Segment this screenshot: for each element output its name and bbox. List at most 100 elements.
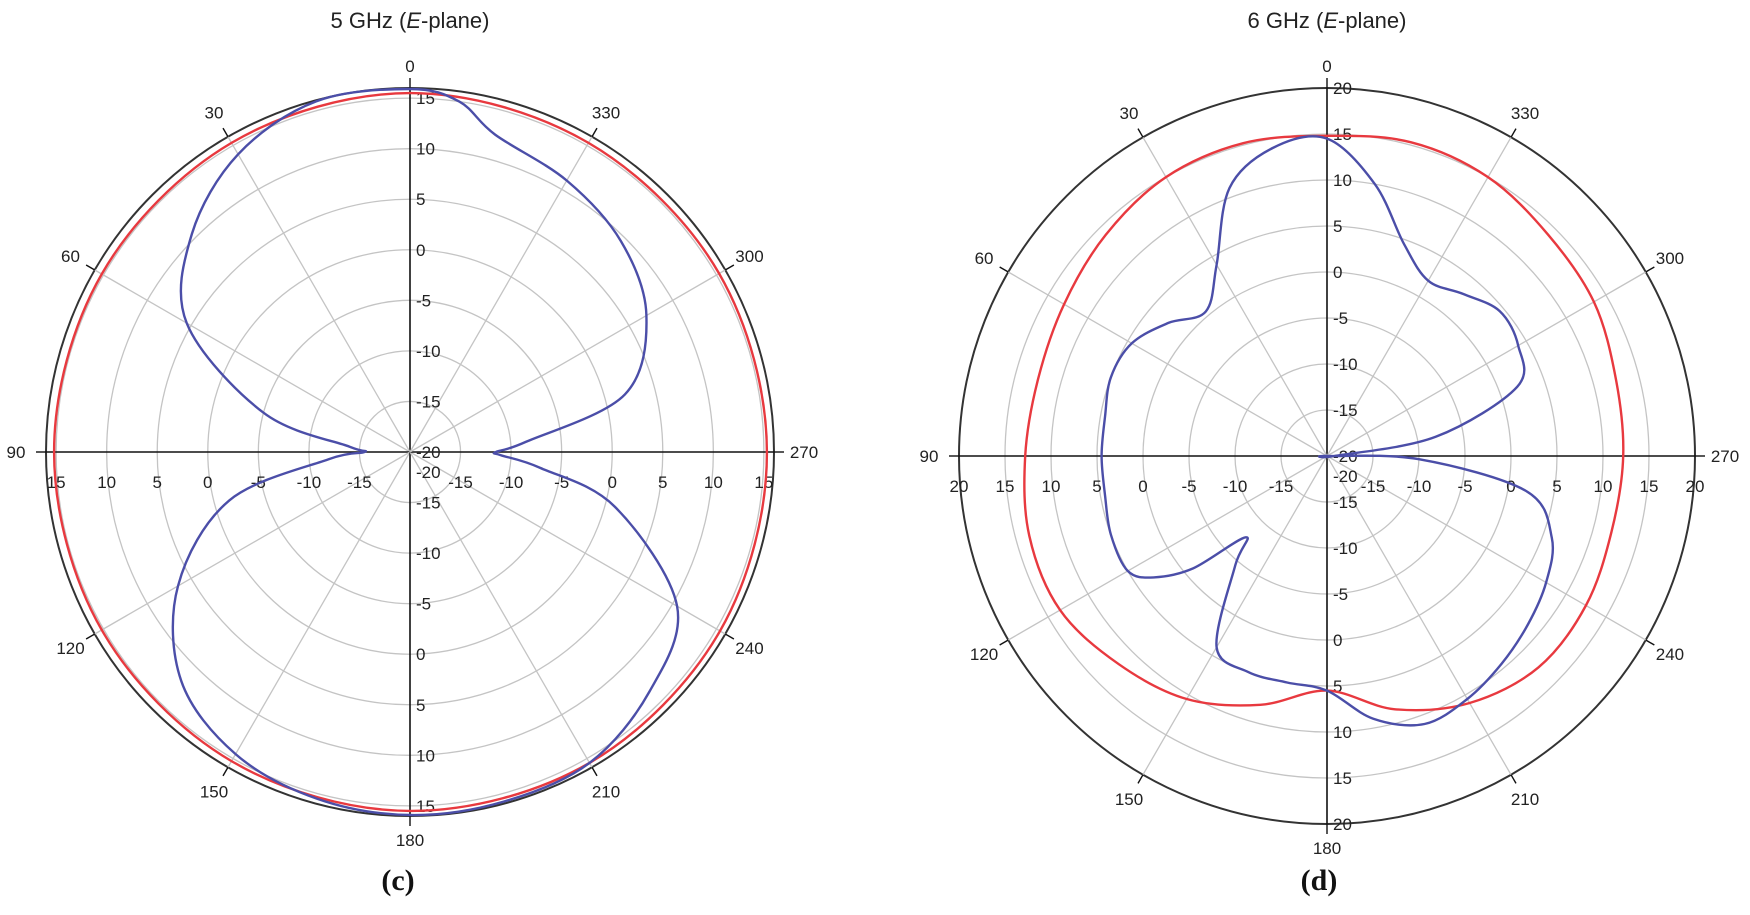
radial-line [94,269,411,453]
angle-label: 0 [405,57,414,76]
radial-line [1142,455,1328,776]
radial-tick-label: -10 [1223,477,1248,496]
angle-tick [591,766,598,777]
radial-tick-label: -5 [1181,477,1196,496]
angle-label: 240 [1656,645,1684,664]
radial-tick-label: 20 [1333,79,1352,98]
chart-title-main: 5 GHz ( [331,8,407,33]
radial-tick-label: -5 [1333,585,1348,604]
angle-label: 270 [790,443,818,462]
chart-title: 6 GHz (E-plane) [1248,8,1407,33]
radial-line [409,269,726,453]
radial-tick-label: 15 [1333,125,1352,144]
angle-label: 270 [1711,447,1739,466]
radial-tick-label: 5 [1552,477,1561,496]
angle-label: 60 [975,249,994,268]
radial-line [1007,455,1328,641]
radial-tick-label: -10 [499,473,524,492]
series-line-2 [1100,135,1555,727]
angle-tick [222,766,229,777]
radial-tick-label: 15 [416,797,435,816]
angle-tick [724,264,735,271]
radial-tick-label: 5 [1333,217,1342,236]
radial-line [1326,271,1647,457]
radial-tick-label: 10 [1594,477,1613,496]
angle-tick [999,639,1009,646]
chart-title: 5 GHz (E-plane) [331,8,490,33]
series-line-1 [52,91,769,813]
radial-tick-label: 10 [1333,171,1352,190]
radial-tick-label: 0 [416,241,425,260]
radial-line [227,136,411,453]
series-line-1 [1023,134,1625,712]
angle-label: 150 [1115,790,1143,809]
radial-tick-label: 0 [1138,477,1147,496]
radial-tick-label: 20 [1686,477,1705,496]
chart-title-italic: E [1323,8,1338,33]
angle-label: 30 [1120,104,1139,123]
radial-tick-label: 10 [416,746,435,765]
angle-label: 120 [970,645,998,664]
polar-chart-d: 6 GHz (E-plane)0306090120150180210240270… [920,8,1740,897]
angle-tick [1137,774,1144,784]
angle-label: 210 [592,782,620,801]
radial-tick-label: 5 [416,696,425,715]
radial-tick-label: -20 [416,443,441,462]
angle-tick [591,127,598,138]
angle-tick [85,633,96,640]
chart-title-main: 6 GHz ( [1248,8,1324,33]
angle-tick [85,264,96,271]
radial-tick-label: -15 [1361,477,1386,496]
radial-tick-label: -15 [1333,493,1358,512]
radial-line [227,451,411,768]
radial-tick-label: 10 [97,473,116,492]
radial-tick-label: 0 [416,645,425,664]
angle-tick [1645,639,1655,646]
angle-tick [1510,128,1517,138]
angle-label: 210 [1511,790,1539,809]
radial-tick-label: 15 [754,473,773,492]
radial-tick-label: 0 [1506,477,1515,496]
radial-tick-label: -15 [416,494,441,513]
angle-label: 330 [1511,104,1539,123]
radial-tick-label: 0 [607,473,616,492]
radial-tick-label: -15 [347,473,372,492]
angle-tick [1645,266,1655,273]
chart-title-tail: -plane) [421,8,489,33]
angle-label: 300 [735,247,763,266]
angle-label: 180 [396,831,424,850]
angle-label: 90 [7,443,26,462]
radial-tick-label: 10 [1042,477,1061,496]
panel-label: (d) [1301,864,1338,897]
radial-tick-label: 15 [1640,477,1659,496]
radial-tick-label: 5 [152,473,161,492]
radial-tick-label: -15 [1333,401,1358,420]
angle-label: 240 [735,639,763,658]
radial-tick-label: -10 [416,342,441,361]
radial-tick-label: -15 [1269,477,1294,496]
radial-line [409,451,726,635]
angle-label: 300 [1656,249,1684,268]
radial-tick-label: -5 [416,291,431,310]
radial-tick-label: -5 [1333,309,1348,328]
angle-tick [222,127,229,138]
radial-tick-label: 20 [950,477,969,496]
radial-line [1142,136,1328,457]
radial-tick-label: -20 [1333,467,1358,486]
angle-label: 30 [205,104,224,123]
radial-tick-label: 5 [658,473,667,492]
polar-chart-c: 5 GHz (E-plane)0306090120150180210240270… [7,8,819,897]
radial-line [1326,455,1647,641]
radial-tick-label: -10 [297,473,322,492]
angle-tick [1137,128,1144,138]
radial-tick-label: -10 [1333,539,1358,558]
radial-tick-label: -5 [416,595,431,614]
radial-tick-label: -5 [1457,477,1472,496]
angle-label: 120 [56,639,84,658]
radial-tick-label: 5 [416,190,425,209]
angle-label: 0 [1322,57,1331,76]
radial-tick-label: -10 [1407,477,1432,496]
radial-line [94,451,411,635]
radial-tick-label: 5 [1333,677,1342,696]
chart-title-italic: E [406,8,421,33]
